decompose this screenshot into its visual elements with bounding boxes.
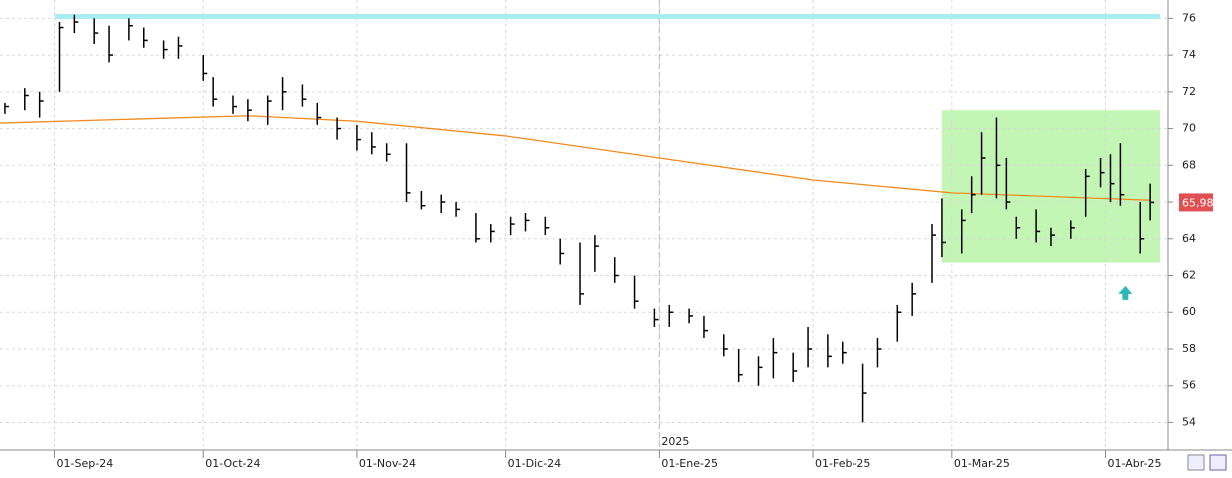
x-tick-label: 01-Mar-25: [954, 457, 1010, 470]
x-tick-label: 01-Feb-25: [815, 457, 870, 470]
y-tick-label: 60: [1182, 305, 1196, 318]
y-tick-label: 54: [1182, 415, 1196, 428]
year-label: 2025: [661, 435, 689, 448]
y-tick-label: 68: [1182, 158, 1196, 171]
x-tick-label: 01-Dic-24: [508, 457, 562, 470]
y-tick-label: 74: [1182, 48, 1196, 61]
save-button[interactable]: [1209, 454, 1227, 471]
y-tick-label: 72: [1182, 85, 1196, 98]
x-tick-label: 01-Ene-25: [661, 457, 718, 470]
moving-average: [0, 115, 1151, 201]
last-price-label: 65,98: [1182, 196, 1214, 209]
y-tick-label: 64: [1182, 232, 1196, 245]
y-tick-label: 76: [1182, 11, 1196, 24]
y-tick-label: 70: [1182, 122, 1196, 135]
x-tick-label: 01-Oct-24: [205, 457, 260, 470]
x-tick-label: 01-Abr-25: [1108, 457, 1162, 470]
x-tick-label: 01-Nov-24: [359, 457, 416, 470]
last-price-box: [1179, 193, 1213, 212]
zoom-button[interactable]: [1187, 454, 1205, 471]
signal-arrow: [1118, 285, 1133, 300]
x-tick-label: 01-Sep-24: [57, 457, 114, 470]
y-tick-label: 56: [1182, 379, 1196, 392]
y-tick-label: 62: [1182, 269, 1196, 282]
y-tick-label: 58: [1182, 342, 1196, 355]
